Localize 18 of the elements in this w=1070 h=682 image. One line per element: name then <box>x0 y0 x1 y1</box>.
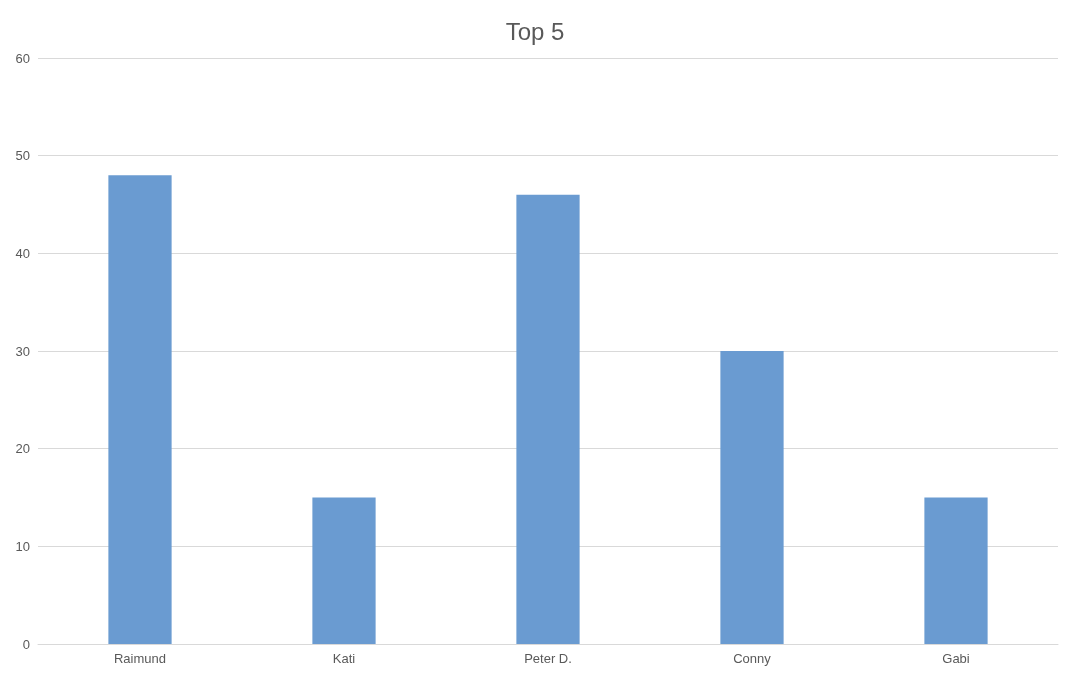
bar <box>924 497 988 644</box>
bar <box>312 497 376 644</box>
x-tick-label: Raimund <box>113 651 167 666</box>
bar <box>516 194 580 644</box>
y-tick-label: 10 <box>15 538 30 554</box>
y-tick-label: 60 <box>15 50 30 66</box>
y-tick-label: 50 <box>15 148 30 164</box>
x-tick-label: Conny <box>733 651 772 666</box>
chart-title: Top 5 <box>505 17 565 45</box>
y-tick-label: 40 <box>15 245 30 261</box>
bar <box>720 351 784 644</box>
x-tick-label: Peter D. <box>524 651 572 666</box>
y-tick-label: 30 <box>15 343 30 359</box>
y-tick-label: 20 <box>15 441 30 457</box>
x-tick-label: Gabi <box>942 651 970 666</box>
bar <box>108 175 172 644</box>
x-tick-label: Kati <box>332 651 356 666</box>
y-tick-label: 0 <box>22 636 30 652</box>
